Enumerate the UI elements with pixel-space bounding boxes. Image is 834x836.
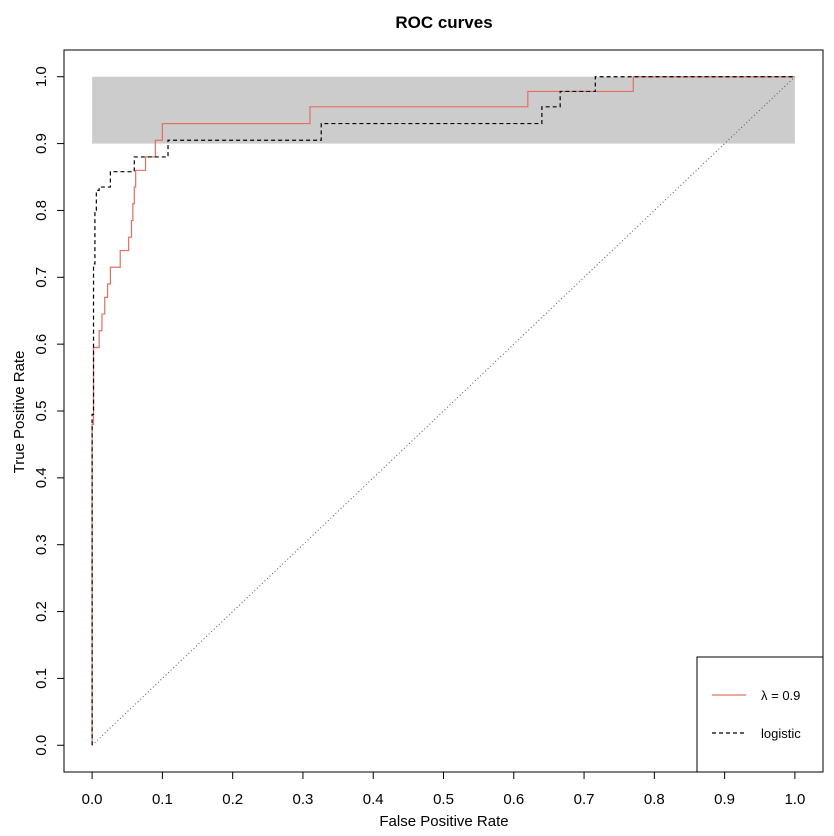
reference-diagonal	[91, 76, 796, 746]
x-tick-label: 0.9	[714, 791, 735, 808]
legend-label-logistic: logistic	[761, 726, 801, 741]
x-tick-label: 0.3	[293, 791, 314, 808]
y-tick-label: 0.1	[33, 668, 50, 689]
y-axis-label: True Positive Rate	[11, 351, 28, 474]
y-tick-label: 0.8	[33, 200, 50, 221]
x-tick-label: 0.2	[222, 791, 243, 808]
y-tick-label: 0.6	[33, 334, 50, 355]
series-line-logistic	[91, 76, 795, 746]
x-tick-label: 0.6	[503, 791, 524, 808]
x-tick-label: 1.0	[784, 791, 805, 808]
axes: 0.0 0.1 0.2 0.3 0.4 0.5 0.6 0.7 0.8 0.9 1.0 0.0 0.1 0…	[33, 66, 805, 808]
x-tick-label: 0.8	[644, 791, 665, 808]
x-tick-label: 0.5	[433, 791, 454, 808]
x-tick-label: 0.1	[152, 791, 173, 808]
x-axis-label: False Positive Rate	[379, 813, 508, 830]
series-line-lambda	[91, 76, 795, 746]
y-tick-label: 0.4	[33, 467, 50, 488]
y-tick-label: 0.9	[33, 133, 50, 154]
x-tick-label: 0.7	[574, 791, 595, 808]
legend-box	[696, 656, 824, 773]
x-tick-label: 0.4	[363, 791, 384, 808]
y-tick-label: 0.0	[33, 735, 50, 756]
y-tick-label: 0.7	[33, 267, 50, 288]
chart-title: ROC curves	[395, 13, 492, 32]
y-tick-label: 1.0	[33, 66, 50, 87]
y-tick-label: 0.3	[33, 534, 50, 555]
legend-label-lambda: λ = 0.9	[761, 688, 800, 703]
y-tick-label: 0.2	[33, 601, 50, 622]
legend: λ = 0.9 logistic	[696, 656, 824, 773]
y-tick-label: 0.5	[33, 401, 50, 422]
confidence-band	[92, 76, 795, 144]
x-tick-label: 0.0	[82, 791, 103, 808]
plot-area	[91, 76, 796, 746]
